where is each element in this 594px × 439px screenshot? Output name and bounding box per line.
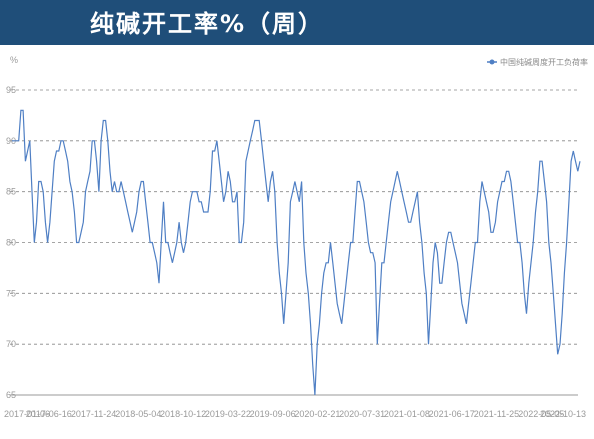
x-tick-label: 2018-05-04 [115, 409, 161, 419]
series-line-operating-rate [12, 109, 581, 396]
y-tick-label: 95 [6, 85, 16, 95]
x-tick-label: 2021-06-17 [429, 409, 475, 419]
y-axis-unit: % [10, 55, 18, 65]
x-tick-label: 2021-01-08 [384, 409, 430, 419]
legend[interactable]: 中国纯碱周度开工负荷率 [487, 57, 588, 67]
y-tick-label: 70 [6, 339, 16, 349]
x-tick-label: 2017-06-16 [26, 409, 72, 419]
x-tick-label: 2019-09-06 [250, 409, 296, 419]
y-tick-label: 80 [6, 238, 16, 248]
x-tick-label: 2022-05-05 [518, 409, 564, 419]
y-tick-label: 75 [6, 288, 16, 298]
x-tick-label: 2022-10-13 [540, 409, 586, 419]
x-tick-label: 2017-01-06 [4, 409, 50, 419]
x-tick-label: 2019-03-22 [205, 409, 251, 419]
x-tick-label: 2021-11-25 [474, 409, 519, 419]
legend-label: 中国纯碱周度开工负荷率 [500, 57, 588, 67]
gridlines [10, 89, 578, 345]
x-tick-label: 2020-07-31 [339, 409, 385, 419]
page-title: 纯碱开工率%（周） [90, 10, 325, 38]
x-tick-label: 2020-02-21 [294, 409, 340, 419]
x-tick-label: 2017-11-24 [71, 409, 116, 419]
title-banner: 纯碱开工率%（周） [0, 0, 594, 45]
y-tick-label: 90 [6, 136, 16, 146]
legend-marker [489, 59, 495, 65]
y-tick-label: 85 [6, 187, 16, 197]
x-tick-label: 2018-10-12 [160, 409, 206, 419]
